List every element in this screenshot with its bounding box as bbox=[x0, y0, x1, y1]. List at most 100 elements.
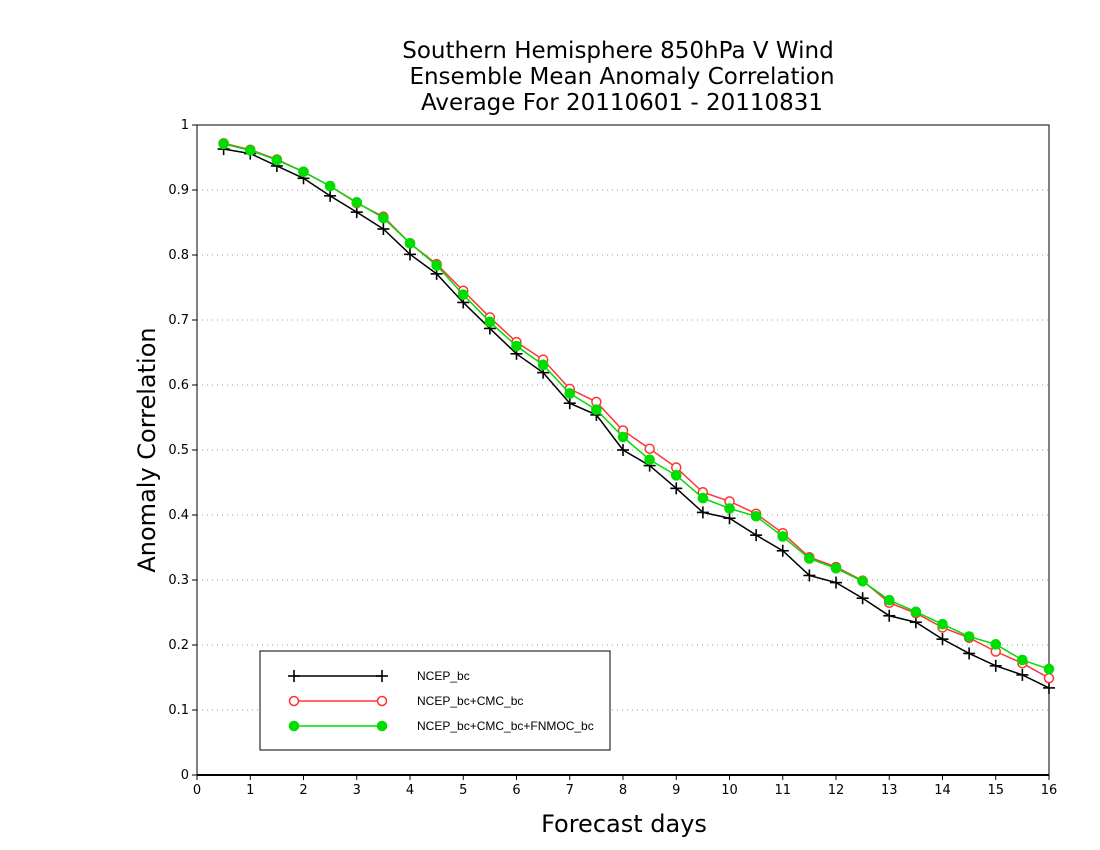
data-point bbox=[377, 223, 390, 235]
data-point bbox=[404, 238, 416, 249]
series-line bbox=[223, 142, 1050, 679]
x-tick-label: 6 bbox=[512, 783, 520, 798]
data-point bbox=[936, 633, 949, 646]
series-3 bbox=[218, 138, 1055, 675]
y-tick-label: 0.7 bbox=[168, 313, 189, 328]
data-point bbox=[324, 189, 337, 202]
series-2 bbox=[218, 137, 1055, 684]
chart-title: Southern Hemisphere 850hPa V Wind Ensemb… bbox=[402, 38, 834, 116]
legend-label: NCEP_bc+CMC_bc+FNMOC_bc bbox=[417, 719, 594, 733]
data-point bbox=[963, 631, 975, 642]
data-point bbox=[963, 647, 976, 660]
x-tick-label: 9 bbox=[672, 783, 680, 798]
data-point bbox=[670, 482, 683, 495]
data-point bbox=[271, 154, 283, 166]
y-tick-label: 0.5 bbox=[168, 443, 189, 458]
x-tick-label: 11 bbox=[774, 783, 791, 798]
data-point bbox=[856, 592, 869, 605]
data-point bbox=[324, 180, 336, 192]
axis-ticks: 00.10.20.30.40.50.60.70.80.910 1 2 3 4 5 6 7 8 9 1… bbox=[168, 118, 1057, 798]
data-point bbox=[776, 544, 789, 557]
data-point bbox=[617, 431, 629, 443]
data-point bbox=[670, 470, 682, 481]
grid-lines bbox=[197, 189, 1049, 711]
legend-label: NCEP_bc bbox=[417, 669, 470, 683]
data-point bbox=[883, 594, 895, 606]
legend-item: NCEP_bc+CMC_bc+FNMOC_bc bbox=[288, 719, 594, 733]
data-point bbox=[1043, 672, 1055, 684]
y-tick-label: 0.9 bbox=[168, 183, 189, 198]
x-tick-label: 12 bbox=[828, 783, 845, 798]
y-tick-label: 0 bbox=[181, 768, 189, 783]
x-tick-label: 3 bbox=[353, 783, 361, 798]
data-point bbox=[724, 503, 735, 514]
y-tick-label: 0.4 bbox=[168, 508, 189, 523]
data-point bbox=[484, 316, 496, 328]
y-tick-label: 0.6 bbox=[168, 378, 189, 393]
data-point bbox=[644, 443, 655, 454]
data-point bbox=[404, 248, 416, 261]
data-point bbox=[804, 553, 815, 564]
data-point bbox=[1043, 663, 1055, 675]
data-point bbox=[830, 576, 842, 589]
x-tick-label: 4 bbox=[406, 783, 414, 798]
legend-label: NCEP_bc+CMC_bc bbox=[417, 694, 523, 708]
x-tick-label: 7 bbox=[566, 783, 574, 798]
data-point bbox=[883, 609, 896, 622]
data-point bbox=[564, 388, 576, 399]
legend-marker bbox=[288, 720, 300, 732]
x-tick-label: 0 bbox=[193, 783, 201, 798]
data-point bbox=[644, 454, 655, 466]
x-tick-label: 16 bbox=[1041, 783, 1058, 798]
data-point bbox=[511, 340, 522, 352]
y-tick-label: 1 bbox=[181, 118, 189, 133]
x-tick-label: 14 bbox=[934, 783, 951, 798]
legend-marker bbox=[376, 695, 388, 707]
data-series bbox=[217, 137, 1055, 694]
x-tick-label: 2 bbox=[299, 783, 307, 798]
legend-marker bbox=[288, 695, 300, 707]
series-1 bbox=[217, 143, 1055, 694]
x-axis-label: Forecast days bbox=[541, 810, 707, 838]
title-line-3: Average For 20110601 - 20110831 bbox=[421, 90, 823, 116]
y-tick-label: 0.8 bbox=[168, 248, 189, 263]
series-line bbox=[223, 148, 1050, 689]
data-point bbox=[750, 511, 762, 522]
legend-marker bbox=[376, 670, 388, 682]
data-point bbox=[989, 659, 1002, 672]
data-point bbox=[830, 563, 842, 574]
x-tick-label: 10 bbox=[721, 783, 738, 798]
data-point bbox=[803, 569, 816, 582]
legend-marker bbox=[288, 670, 300, 682]
x-tick-label: 8 bbox=[619, 783, 627, 798]
x-tick-label: 13 bbox=[881, 783, 898, 798]
legend-item: NCEP_bc bbox=[288, 669, 470, 683]
data-point bbox=[696, 506, 709, 519]
data-point bbox=[723, 512, 736, 525]
legend-marker bbox=[376, 720, 388, 732]
y-tick-label: 0.2 bbox=[168, 638, 189, 653]
data-point bbox=[351, 197, 363, 208]
data-point bbox=[431, 260, 442, 271]
x-tick-label: 15 bbox=[987, 783, 1004, 798]
data-point bbox=[777, 531, 789, 542]
data-point bbox=[537, 359, 549, 371]
data-point bbox=[298, 166, 309, 178]
data-point bbox=[857, 576, 868, 587]
y-tick-label: 0.1 bbox=[168, 703, 189, 718]
data-point bbox=[378, 212, 389, 224]
y-axis-label: Anomaly Correlation bbox=[133, 327, 161, 572]
data-point bbox=[990, 639, 1002, 650]
legend-item: NCEP_bc+CMC_bc bbox=[288, 694, 523, 708]
data-point bbox=[937, 618, 948, 630]
data-point bbox=[244, 145, 256, 156]
series-line bbox=[223, 143, 1050, 670]
data-point bbox=[591, 404, 602, 416]
data-point bbox=[1017, 654, 1028, 666]
data-point bbox=[457, 289, 469, 300]
title-line-1: Southern Hemisphere 850hPa V Wind bbox=[402, 38, 833, 64]
data-point bbox=[617, 444, 629, 456]
data-point bbox=[563, 397, 576, 410]
